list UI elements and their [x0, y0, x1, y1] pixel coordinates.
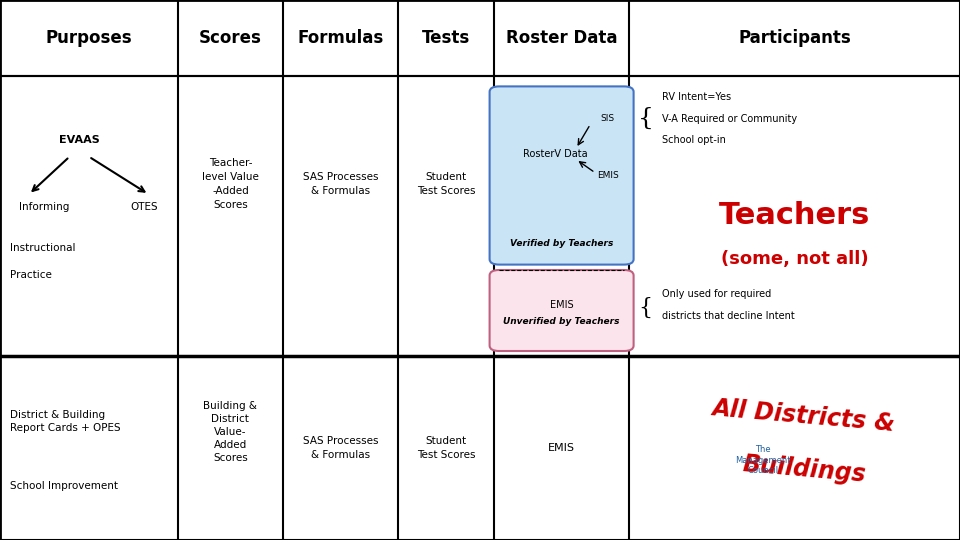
- Text: All Districts &: All Districts &: [711, 396, 897, 436]
- Text: OTES: OTES: [131, 202, 158, 213]
- Text: Student
Test Scores: Student Test Scores: [418, 436, 475, 460]
- FancyBboxPatch shape: [490, 86, 634, 265]
- Text: EVAAS: EVAAS: [59, 136, 100, 145]
- Text: School Improvement: School Improvement: [10, 481, 117, 491]
- Text: District & Building
Report Cards + OPES: District & Building Report Cards + OPES: [10, 410, 120, 433]
- Text: Scores: Scores: [199, 29, 262, 47]
- Text: Purposes: Purposes: [45, 29, 132, 47]
- Text: {: {: [638, 107, 655, 130]
- Text: Teacher-
level Value
-Added
Scores: Teacher- level Value -Added Scores: [202, 158, 259, 210]
- Text: Participants: Participants: [738, 29, 851, 47]
- Text: EMIS: EMIS: [548, 443, 575, 453]
- Text: {: {: [638, 297, 653, 319]
- Text: Informing: Informing: [19, 202, 69, 213]
- Text: EMIS: EMIS: [550, 300, 573, 310]
- Text: Only used for required: Only used for required: [662, 289, 772, 299]
- Text: V-A Required or Community: V-A Required or Community: [662, 114, 798, 124]
- Text: Roster Data: Roster Data: [506, 29, 617, 47]
- Text: Student
Test Scores: Student Test Scores: [418, 172, 475, 195]
- Text: Unverified by Teachers: Unverified by Teachers: [503, 317, 620, 326]
- Text: Building &
District
Value-
Added
Scores: Building & District Value- Added Scores: [204, 401, 257, 463]
- Text: RosterV Data: RosterV Data: [523, 149, 588, 159]
- FancyBboxPatch shape: [490, 270, 634, 351]
- Text: The
Management
Council: The Management Council: [735, 446, 791, 475]
- Text: RV Intent=Yes: RV Intent=Yes: [662, 92, 732, 102]
- Text: districts that decline Intent: districts that decline Intent: [662, 311, 795, 321]
- Text: Teachers: Teachers: [719, 201, 870, 231]
- Text: SIS: SIS: [600, 114, 614, 123]
- Text: Formulas: Formulas: [298, 29, 384, 47]
- Text: Tests: Tests: [422, 29, 470, 47]
- Text: SAS Processes
& Formulas: SAS Processes & Formulas: [303, 436, 378, 460]
- Text: EMIS: EMIS: [597, 171, 619, 180]
- Text: Instructional: Instructional: [10, 243, 75, 253]
- Text: Buildings: Buildings: [741, 453, 867, 487]
- Text: (some, not all): (some, not all): [721, 250, 868, 268]
- Text: SAS Processes
& Formulas: SAS Processes & Formulas: [303, 172, 378, 195]
- Text: Practice: Practice: [10, 270, 52, 280]
- Text: School opt-in: School opt-in: [662, 136, 727, 145]
- Text: Verified by Teachers: Verified by Teachers: [510, 239, 613, 247]
